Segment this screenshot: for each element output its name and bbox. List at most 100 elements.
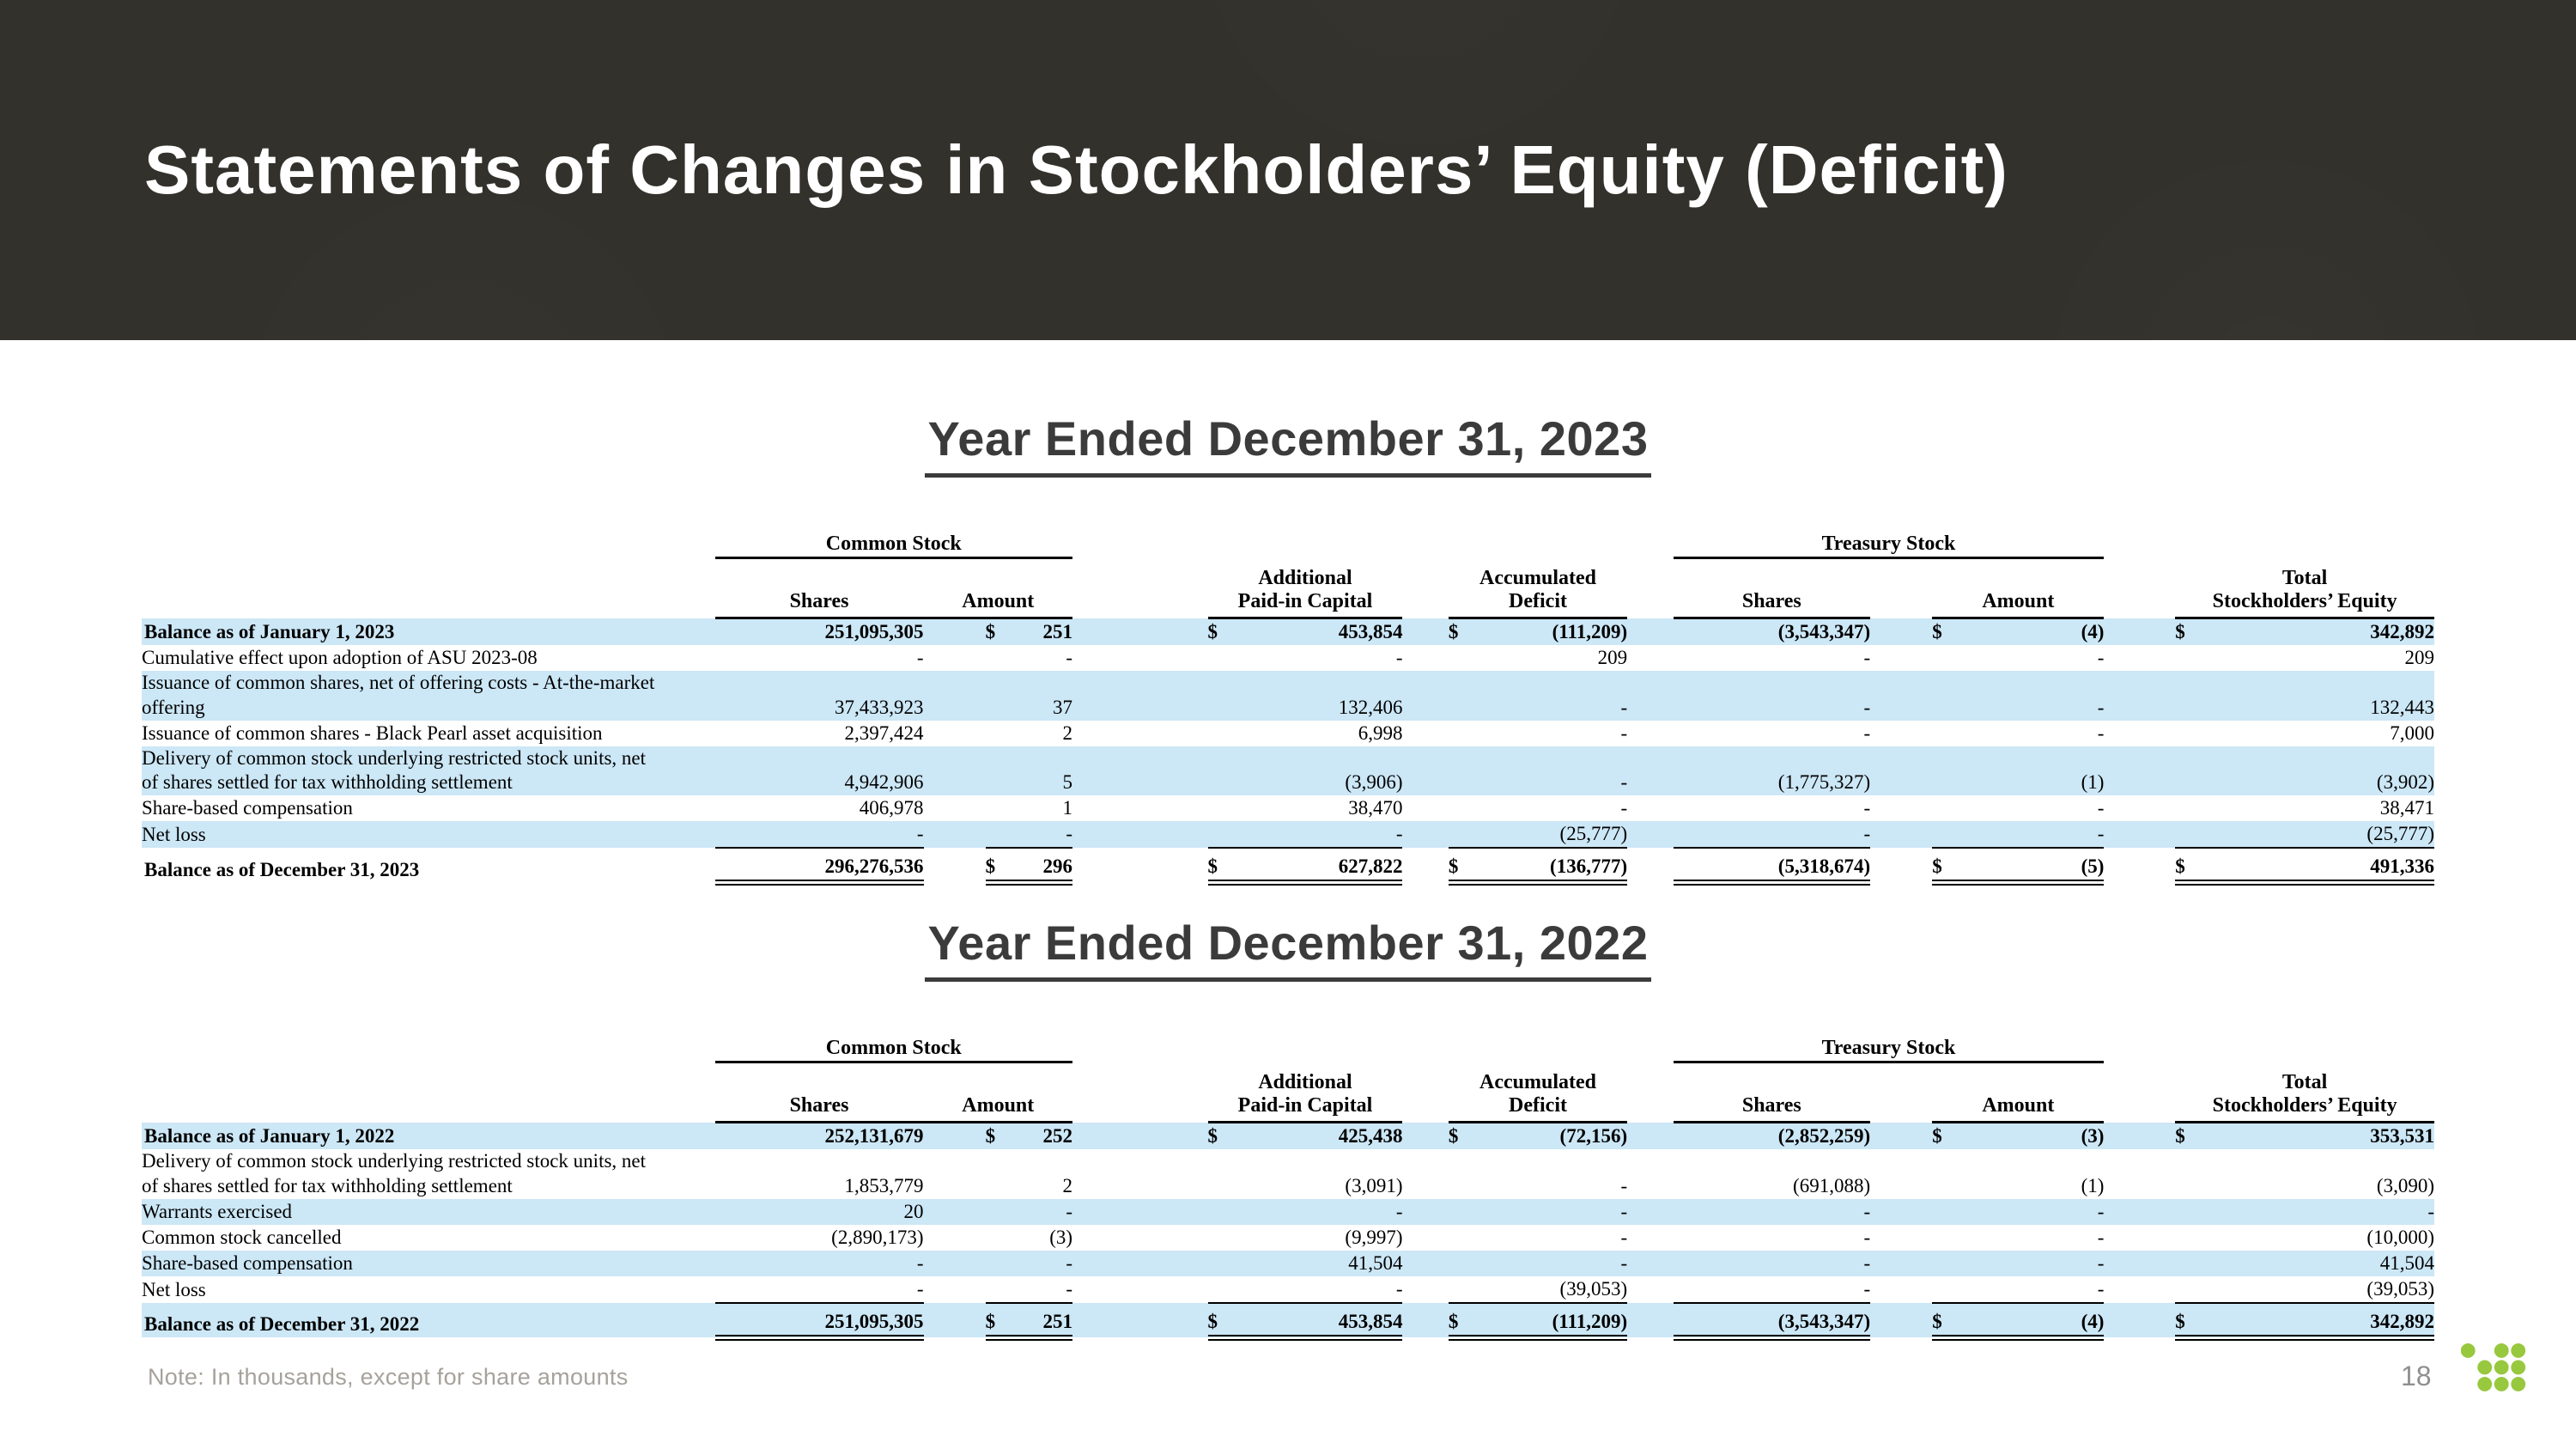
cell-treasury-shares: - <box>1863 1251 1871 1274</box>
column-gap <box>1402 1276 1448 1303</box>
footer-note: Note: In thousands, except for share amo… <box>148 1364 629 1390</box>
cell-accumulated-deficit: (111,209) <box>1482 1301 1628 1341</box>
dollar-sign-cell: $ <box>985 621 996 643</box>
cell-common-shares: 1,853,779 <box>844 1174 924 1196</box>
column-gap <box>1870 795 1932 821</box>
dollar-sign-cell <box>1449 1225 1483 1251</box>
cell-paid-in-capital: 627,822 <box>1242 847 1403 886</box>
cell-common-shares: - <box>916 1277 924 1300</box>
column-gap <box>1870 1199 1932 1225</box>
cell-total-equity: 342,892 <box>2370 621 2434 643</box>
dollar-sign-cell: $ <box>2175 1301 2210 1341</box>
column-gap <box>1627 1225 1673 1251</box>
column-gap <box>924 746 986 796</box>
column-gap <box>924 1199 986 1225</box>
cell-treasury-amount: (4) <box>1966 1301 2105 1341</box>
cell-paid-in-capital: (3,091) <box>1345 1174 1403 1196</box>
cell-treasury-amount: - <box>2097 696 2105 718</box>
cell-accumulated-deficit: - <box>1620 721 1628 744</box>
column-gap <box>924 1149 986 1199</box>
cell-total-equity: 342,892 <box>2209 1301 2434 1341</box>
dollar-sign-cell <box>1208 721 1242 746</box>
cell-treasury-shares: (691,088) <box>1793 1174 1871 1196</box>
row-label: Balance as of December 31, 2023 <box>144 858 420 880</box>
cell-common-amount: 5 <box>1062 771 1073 794</box>
column-gap <box>924 645 986 671</box>
cell-common-shares: 406,978 <box>859 797 924 819</box>
table-row: Share-based compensation - - 41,504 - - - 41,50… <box>142 1250 2434 1276</box>
table-row: Balance as of January 1, 2022 252,131,679… <box>142 1122 2434 1150</box>
row-label: Issuance of common shares - Black Pearl … <box>142 721 603 744</box>
cell-common-amount: 2 <box>1062 1174 1073 1196</box>
column-gap <box>2104 618 2175 646</box>
column-gap <box>1627 1123 1673 1150</box>
cell-accumulated-deficit: - <box>1620 1251 1628 1274</box>
table-row: Delivery of common stock underlying rest… <box>142 746 2434 796</box>
dollar-sign-cell <box>1932 721 1966 746</box>
column-gap <box>2104 848 2175 883</box>
column-gap <box>1402 721 1448 746</box>
column-gap <box>1072 721 1208 746</box>
dollar-sign-cell <box>1449 1276 1483 1303</box>
dollar-sign-cell: $ <box>1207 1125 1218 1148</box>
column-gap <box>1402 1149 1448 1199</box>
dollar-sign-cell <box>986 1149 1020 1199</box>
dollar-sign-cell <box>1449 1199 1483 1225</box>
cell-treasury-amount: (5) <box>1966 847 2105 886</box>
dollar-sign-cell <box>2175 795 2209 821</box>
cell-treasury-amount: - <box>2097 1226 2105 1248</box>
cell-total-equity: - <box>2427 1200 2434 1222</box>
cell-common-amount: 252 <box>1042 1125 1073 1148</box>
column-gap <box>1870 1276 1932 1303</box>
table-row: Issuance of common shares, net of offeri… <box>142 671 2434 721</box>
column-header-treasury-shares: Shares <box>1673 557 1871 619</box>
dollar-sign-cell <box>1449 795 1483 821</box>
cell-paid-in-capital: 6,998 <box>1358 721 1403 744</box>
cell-accumulated-deficit: - <box>1620 1226 1628 1248</box>
column-gap <box>1402 848 1448 883</box>
column-gap <box>1870 1149 1932 1199</box>
cell-paid-in-capital: 132,406 <box>1338 696 1403 718</box>
cell-total-equity: (3,902) <box>2376 771 2434 794</box>
dollar-sign-cell <box>1208 1225 1242 1251</box>
row-label: Cumulative effect upon adoption of ASU 2… <box>142 647 538 669</box>
column-gap <box>1627 1251 1673 1276</box>
cell-treasury-amount: - <box>2097 1277 2105 1300</box>
dollar-sign-cell <box>1208 1199 1242 1225</box>
dollar-sign-cell <box>2175 1225 2209 1251</box>
cell-total-equity: 132,443 <box>2370 696 2434 718</box>
cell-common-amount: - <box>1066 1277 1073 1300</box>
table-column-header-row: Shares Amount Additional Paid-in Capital… <box>142 1062 2434 1123</box>
column-gap <box>2104 1225 2175 1251</box>
column-gap <box>1402 671 1448 721</box>
column-header-common-amount: Amount <box>923 557 1073 619</box>
column-gap <box>1870 721 1932 746</box>
column-gap <box>1072 848 1208 883</box>
cell-accumulated-deficit: (111,209) <box>1552 621 1628 643</box>
dollar-sign-cell <box>986 1225 1020 1251</box>
cell-paid-in-capital: - <box>1395 1200 1403 1222</box>
column-header-accumulated-deficit: Accumulated Deficit <box>1448 1062 1628 1123</box>
cell-common-shares: 296,276,536 <box>714 847 924 886</box>
cell-total-equity: 38,471 <box>2379 797 2434 819</box>
cell-paid-in-capital: 453,854 <box>1242 1301 1403 1341</box>
dollar-sign-cell <box>1449 1251 1483 1276</box>
cell-common-shares: 4,942,906 <box>844 771 924 794</box>
dollar-sign-cell <box>2175 721 2209 746</box>
row-label: Share-based compensation <box>142 797 353 819</box>
column-header-total-equity: Total Stockholders’ Equity <box>2175 557 2434 619</box>
column-gap <box>1870 821 1932 848</box>
column-gap <box>1402 821 1448 848</box>
table-row: Share-based compensation 406,978 1 38,470 - -… <box>142 795 2434 821</box>
dollar-sign-cell <box>1449 1149 1483 1199</box>
cell-treasury-amount: - <box>2097 1251 2105 1274</box>
column-gap <box>2104 671 2175 721</box>
row-label: Net loss <box>142 1278 206 1300</box>
dollar-sign-cell <box>1208 1251 1242 1276</box>
cell-treasury-shares: - <box>1863 823 1871 845</box>
column-gap <box>2104 746 2175 796</box>
cell-treasury-amount: (4) <box>2081 621 2105 643</box>
dollar-sign-cell <box>986 1199 1020 1225</box>
column-gap <box>1072 1225 1208 1251</box>
column-gap <box>2104 1123 2175 1150</box>
